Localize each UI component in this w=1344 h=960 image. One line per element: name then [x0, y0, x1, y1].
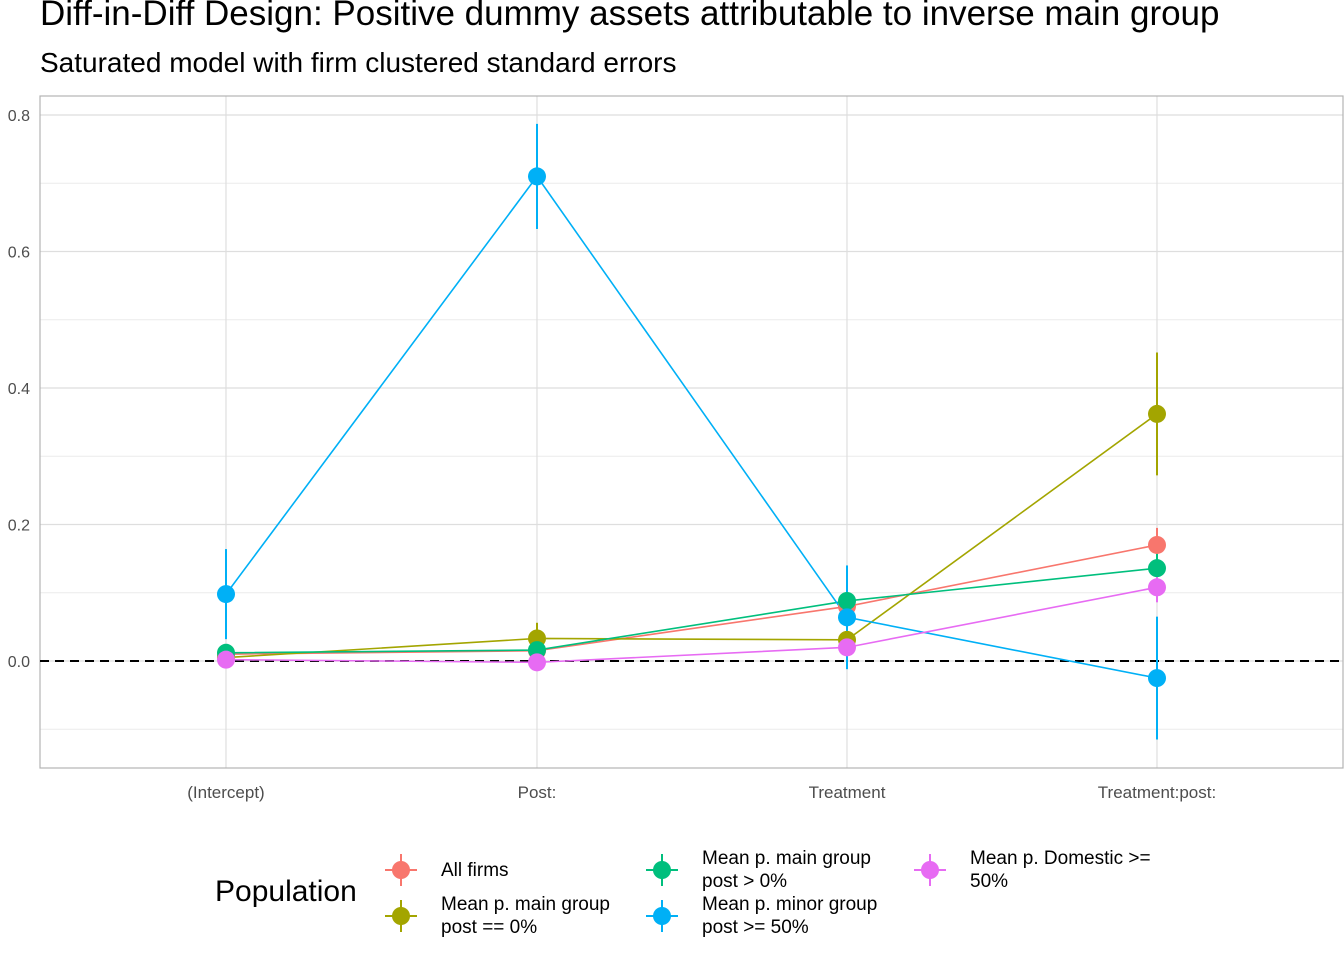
data-point [1148, 559, 1166, 578]
series-line-4 [225, 586, 1158, 664]
series-line-1 [225, 413, 1158, 659]
legend-key-icon [646, 854, 678, 886]
legend-key-point [392, 861, 410, 879]
legend-key-icon [385, 900, 417, 932]
data-point [1148, 669, 1166, 688]
data-point [528, 167, 546, 186]
y-tick-label: 0.8 [8, 108, 30, 125]
y-tick-label: 0.4 [8, 381, 30, 398]
series-line-0 [225, 544, 1158, 655]
data-point [1148, 404, 1166, 423]
data-point [838, 591, 856, 610]
legend-label: All firms [441, 859, 509, 881]
data-point [1148, 578, 1166, 597]
plot-border [39, 95, 1344, 769]
y-tick-label: 0.2 [8, 518, 30, 535]
legend-key-point [653, 907, 671, 925]
legend-label: Mean p. Domestic >= 50% [970, 848, 1151, 892]
legend-key-point [921, 861, 939, 879]
plot-panel [40, 96, 1343, 768]
series-line-2 [225, 567, 1158, 654]
data-point [838, 608, 856, 627]
chart-title: Diff-in-Diff Design: Positive dummy asse… [40, 0, 1220, 33]
legend-item-main-group-zero: Mean p. main group post == 0% [383, 893, 641, 939]
legend-item-all-firms: All firms [383, 852, 641, 888]
y-tick-label: 0.6 [8, 245, 30, 262]
legend-key-point [392, 907, 410, 925]
y-tick-label: 0.0 [8, 654, 30, 671]
legend-item-domestic: Mean p. Domestic >= 50% [912, 847, 1170, 893]
data-point [528, 653, 546, 672]
x-tick-label: Treatment [809, 783, 886, 802]
legend-key-point [653, 861, 671, 879]
data-point [217, 650, 235, 669]
data-point [838, 638, 856, 657]
legend-item-main-group-positive: Mean p. main group post > 0% [644, 847, 902, 893]
data-point [217, 585, 235, 604]
chart-subtitle: Saturated model with firm clustered stan… [40, 47, 677, 78]
legend-key-icon [914, 854, 946, 886]
legend-label: Mean p. main group post > 0% [702, 848, 871, 892]
x-tick-label: Post: [518, 783, 557, 802]
legend-key-icon [385, 854, 417, 886]
data-point [1148, 535, 1166, 554]
series-line-3 [225, 175, 1158, 679]
x-tick-label: (Intercept) [187, 783, 264, 802]
legend-label: Mean p. minor group post >= 50% [702, 894, 878, 938]
legend-item-minor-group: Mean p. minor group post >= 50% [644, 893, 902, 939]
x-tick-label: Treatment:post: [1098, 783, 1216, 802]
legend-key-icon [646, 900, 678, 932]
legend-label: Mean p. main group post == 0% [441, 894, 610, 938]
